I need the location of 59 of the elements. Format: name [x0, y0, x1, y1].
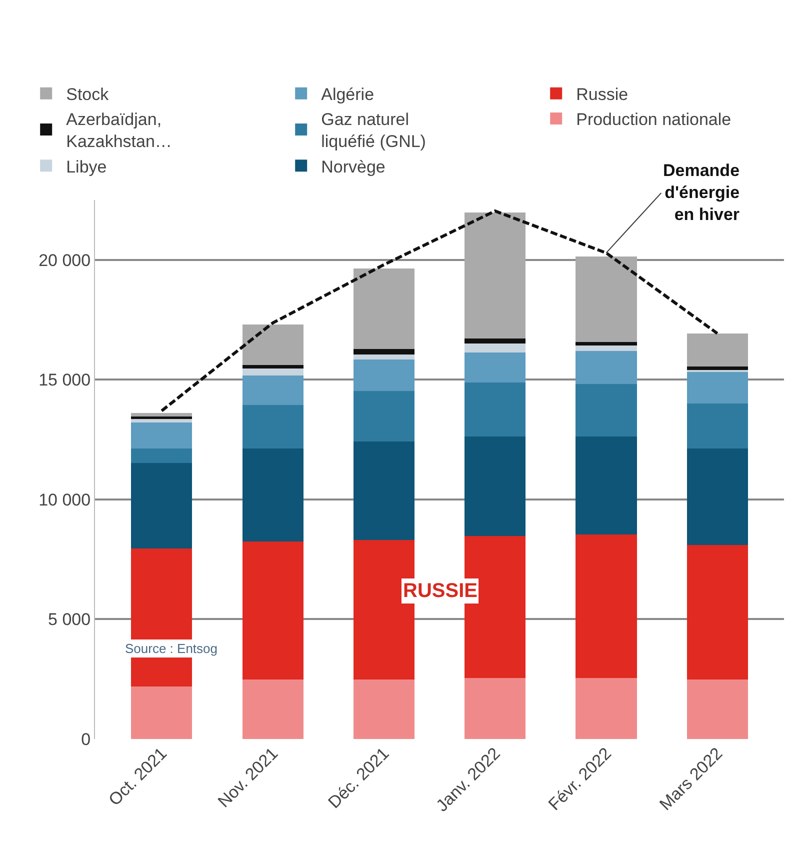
- bar: [576, 678, 637, 739]
- bar: [686, 366, 748, 370]
- bar: [353, 680, 414, 739]
- legend-label: Libye: [66, 157, 107, 176]
- bar: [353, 390, 414, 442]
- bar: [131, 686, 192, 739]
- y-tick-label: 15 000: [38, 370, 91, 390]
- bar: [242, 368, 304, 376]
- legend-label: Norvège: [321, 157, 386, 176]
- bar: [464, 344, 526, 353]
- text: Demande d'énergie en hiver: [663, 161, 740, 224]
- legend-label: Russie: [576, 85, 628, 104]
- bar: [686, 403, 748, 449]
- bar: [353, 442, 414, 540]
- bar: [576, 346, 637, 351]
- bar: [242, 405, 304, 449]
- legend-label: Gaz naturel liquéfié (GNL): [321, 110, 426, 152]
- bar: [576, 436, 637, 534]
- bar: [353, 354, 414, 360]
- bar: [242, 364, 304, 368]
- bar: [464, 436, 526, 536]
- bar: [131, 462, 192, 549]
- legend-label: Production nationale: [576, 110, 732, 130]
- bar: [242, 541, 304, 680]
- y-tick-label: 5 000: [48, 610, 91, 630]
- bar: [686, 372, 748, 404]
- bar: [576, 256, 637, 342]
- y-tick-label: 10 000: [38, 490, 91, 510]
- bar: [131, 413, 192, 417]
- bar: [464, 212, 526, 338]
- bar: [464, 382, 526, 436]
- bar: [131, 448, 192, 463]
- bar: [353, 268, 414, 349]
- annotation: Source : Entsog: [125, 641, 218, 656]
- y-tick-label: 20 000: [38, 250, 91, 270]
- bar: [576, 350, 637, 384]
- legend-label: Azerbaïdjan, Kazakhstan…: [66, 110, 172, 152]
- bar: [242, 324, 304, 365]
- legend-label: Stock: [66, 85, 110, 104]
- bar: [686, 544, 748, 680]
- y-tick-label: 0: [81, 730, 91, 749]
- bar: [131, 422, 192, 449]
- legend-label: Algérie: [321, 85, 374, 104]
- bar: [576, 384, 637, 436]
- bar: [242, 448, 304, 542]
- bar: [464, 352, 526, 382]
- bar: [242, 680, 304, 739]
- bar: [464, 678, 526, 739]
- annotation: RUSSIE: [403, 580, 478, 602]
- bar: [686, 680, 748, 739]
- bar: [686, 448, 748, 545]
- bar: [353, 349, 414, 354]
- bar: [686, 333, 748, 366]
- bar: [242, 375, 304, 406]
- bar: [353, 360, 414, 391]
- bar: [464, 338, 526, 344]
- bar: [131, 418, 192, 423]
- bar: [576, 534, 637, 678]
- bar: [576, 342, 637, 346]
